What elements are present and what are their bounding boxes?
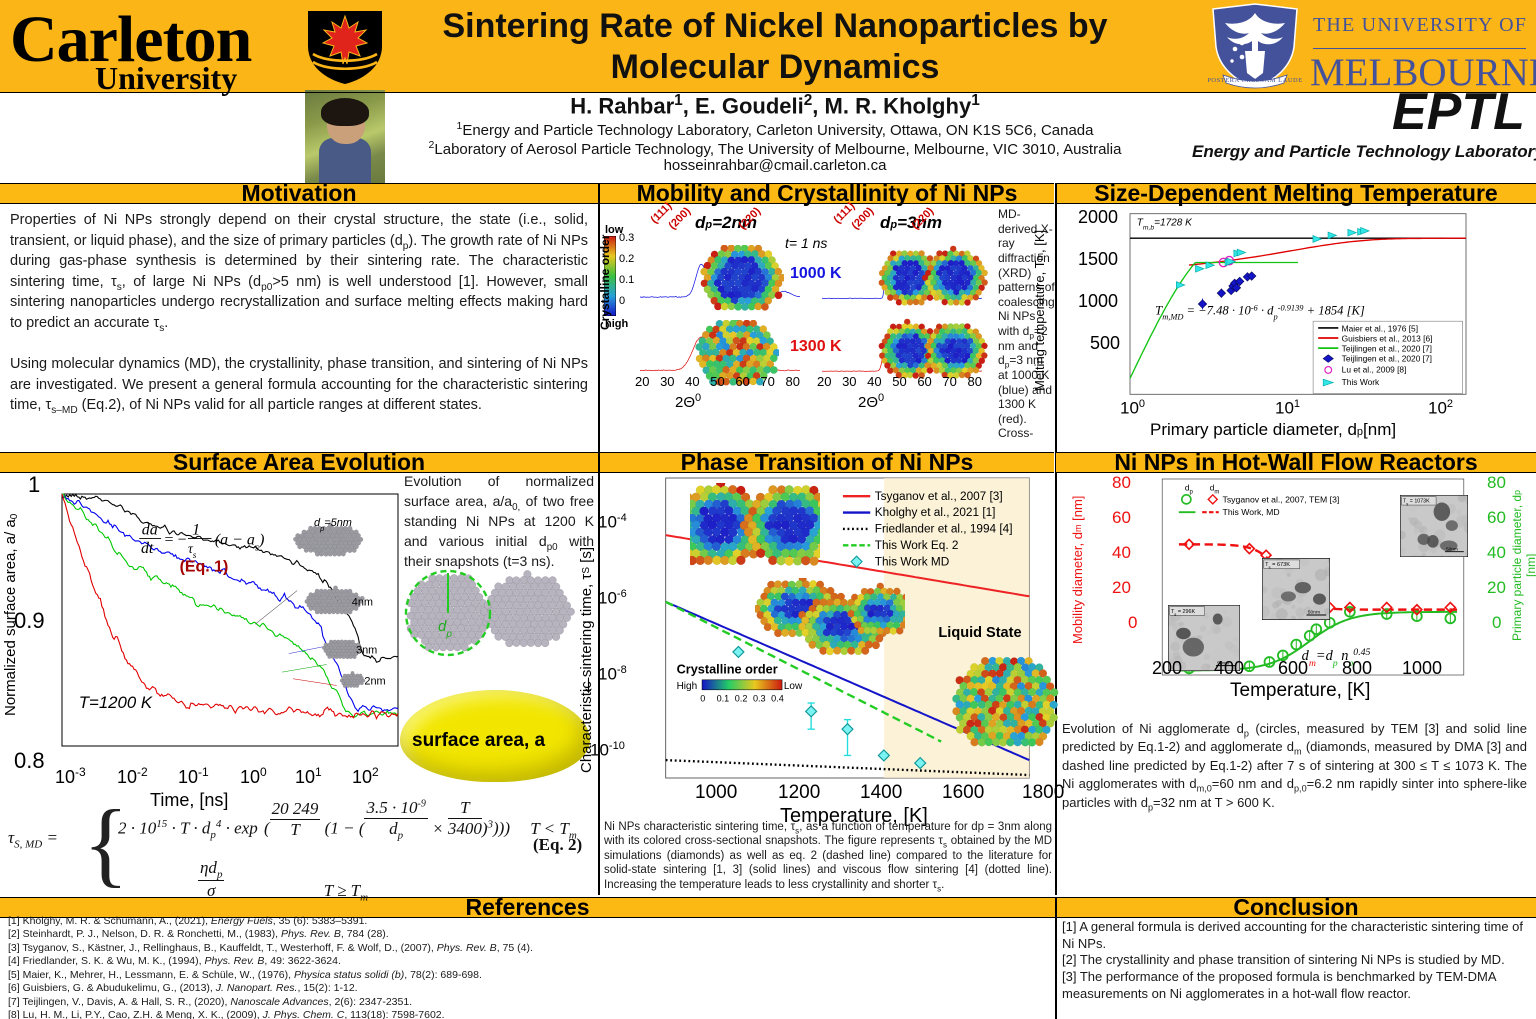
svg-text:High: High <box>677 681 698 692</box>
svg-text:0.1: 0.1 <box>717 694 730 704</box>
svg-text:Tsyganov et al., 2007 [3]: Tsyganov et al., 2007 [3] <box>875 489 1003 503</box>
svg-text:T=1200 K: T=1200 K <box>79 693 153 712</box>
svg-text:Kholghy et al., 2021 [1]: Kholghy et al., 2021 [1] <box>875 505 996 519</box>
svg-text:4nm: 4nm <box>352 597 373 609</box>
svg-text:Lu et al., 2009 [8]: Lu et al., 2009 [8] <box>1342 364 1407 374</box>
svg-text:0: 0 <box>700 694 705 704</box>
svg-text:dt: dt <box>141 540 154 557</box>
svg-text:Crystalline order: Crystalline order <box>677 661 778 676</box>
svg-text:Teijlingen et al., 2020 [7]: Teijlingen et al., 2020 [7] <box>1342 343 1432 353</box>
svg-text:0.4: 0.4 <box>771 694 784 704</box>
svg-text:This Work MD: This Work MD <box>875 554 950 568</box>
svg-text:Tsyganov et al., 2007, TEM [3]: Tsyganov et al., 2007, TEM [3] <box>1223 494 1340 504</box>
svg-text:1: 1 <box>192 521 200 538</box>
svg-text:This Work Eq. 2: This Work Eq. 2 <box>875 538 959 552</box>
svg-text:Liquid State: Liquid State <box>938 625 1021 641</box>
svg-text:Teijlingen et al., 2020 [7]: Teijlingen et al., 2020 [7] <box>1342 354 1432 364</box>
svg-text:2nm: 2nm <box>364 676 385 688</box>
svg-text:da: da <box>142 521 158 538</box>
svg-text:Friedlander et al., 1994 [4]: Friedlander et al., 1994 [4] <box>875 522 1013 536</box>
svg-text:POSTERA CRESCAM LAUDE: POSTERA CRESCAM LAUDE <box>1207 77 1302 84</box>
svg-text:This Work, MD: This Work, MD <box>1223 507 1280 517</box>
svg-text:3nm: 3nm <box>356 645 377 657</box>
svg-text:This Work: This Work <box>1342 377 1380 387</box>
svg-text:50nm: 50nm <box>1446 547 1458 553</box>
svg-text:Guisbiers et al., 2013 [6]: Guisbiers et al., 2013 [6] <box>1342 333 1433 343</box>
svg-text:(Eq. 1): (Eq. 1) <box>180 558 229 575</box>
svg-text:0.3: 0.3 <box>753 694 766 704</box>
svg-text:= −: = − <box>164 531 186 548</box>
svg-text:0.2: 0.2 <box>735 694 748 704</box>
svg-text:50nm: 50nm <box>1308 610 1320 616</box>
svg-text:Low: Low <box>784 681 803 692</box>
svg-text:Maier et al., 1976 [5]: Maier et al., 1976 [5] <box>1342 323 1418 333</box>
